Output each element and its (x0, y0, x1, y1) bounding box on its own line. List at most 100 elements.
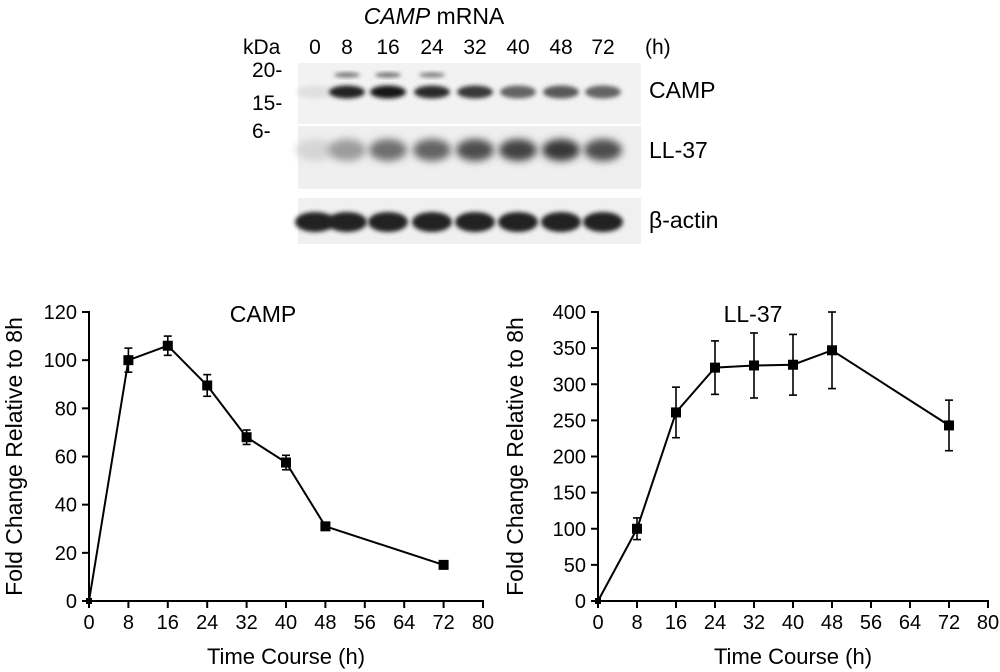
x-tick-label-56: 56 (354, 612, 376, 634)
y-tick-label-100: 100 (553, 519, 586, 541)
lane-label-72: 72 (591, 36, 614, 59)
y-tick-label-350: 350 (553, 338, 586, 360)
x-tick-label-64: 64 (899, 612, 921, 634)
data-point-0h (595, 598, 601, 604)
ll37-band-lane-24 (413, 139, 451, 161)
x-tick-label-24: 24 (196, 612, 218, 634)
ll37-band-lane-0 (296, 139, 334, 161)
ll37-band-lane-72 (584, 139, 622, 161)
x-tick-label-16: 16 (157, 612, 179, 634)
y-tick-label-80: 80 (55, 398, 77, 420)
actin-bands (295, 212, 623, 232)
y-tick-label-0: 0 (575, 591, 586, 613)
x-axis-title: Time Course (h) (207, 644, 365, 669)
camp-band-lane-32 (457, 85, 493, 99)
y-tick-label-300: 300 (553, 374, 586, 396)
camp-bands (297, 72, 621, 99)
marker-label-2: 6- (252, 120, 271, 143)
data-point-8h (632, 523, 642, 534)
y-tick-label-60: 60 (55, 447, 77, 469)
x-tick-label-48: 48 (314, 612, 336, 634)
camp-band-lane-8 (329, 85, 365, 99)
camp-band-lane-16 (370, 85, 406, 99)
data-point-16h (162, 340, 173, 351)
ll37-band-lane-48 (542, 139, 580, 161)
y-axis-title: Fold Change Relative to 8h (1, 317, 27, 596)
marker-labels: 20- 15- 6- (252, 59, 282, 143)
camp-band-lane-48 (543, 85, 579, 99)
y-tick-label-200: 200 (553, 447, 586, 469)
chart-title: LL-37 (724, 301, 783, 327)
time-unit-label: (h) (645, 36, 671, 59)
actin-band-lane-72 (583, 212, 623, 232)
camp-band-lane-0 (297, 85, 333, 99)
ll37-band-lane-8 (328, 139, 366, 161)
y-tick-label-50: 50 (564, 555, 586, 577)
x-tick-label-8: 8 (631, 612, 642, 634)
y-axis-title: Fold Change Relative to 8h (502, 317, 528, 596)
ll37-chart: 0 50 100 150 200 250 300 350 400 0 8 16 24 32 40 48 56 64… (502, 301, 999, 669)
marker-label-0: 20- (252, 59, 282, 82)
x-tick-label-72: 72 (938, 612, 960, 634)
data-point-48h (320, 521, 331, 532)
lane-label-40: 40 (506, 36, 529, 59)
x-axis-title: Time Course (h) (714, 644, 872, 669)
data-point-24h (202, 380, 213, 391)
x-tick-label-40: 40 (275, 612, 297, 634)
x-tick-label-80: 80 (977, 612, 999, 634)
y-tick-label-120: 120 (44, 302, 77, 324)
lane-label-0: 0 (309, 36, 321, 59)
data-point-32h (749, 360, 759, 371)
chart-title: CAMP (230, 301, 296, 327)
actin-band-lane-32 (455, 212, 495, 232)
data-point-0h (86, 598, 92, 604)
lane-labels: 0 8 16 24 32 40 48 72 (309, 36, 615, 59)
x-tick-label-32: 32 (743, 612, 765, 634)
camp-upper-band-lane-24 (419, 72, 445, 78)
camp-band-lane-40 (500, 85, 536, 99)
ll37-band-lane-40 (499, 139, 537, 161)
x-tick-label-0: 0 (592, 612, 603, 634)
data-point-48h (827, 345, 837, 356)
x-tick-label-80: 80 (472, 612, 494, 634)
series-line (88, 344, 444, 602)
data-point-8h (123, 355, 134, 366)
data-point-72h (944, 420, 954, 431)
y-tick-label-150: 150 (553, 483, 586, 505)
y-tick-label-250: 250 (553, 410, 586, 432)
marker-label-1: 15- (252, 92, 282, 115)
x-tick-label-56: 56 (860, 612, 882, 634)
band-label-camp: CAMP (649, 77, 715, 103)
blot-header-gene: CAMP (364, 3, 431, 29)
lane-label-24: 24 (420, 36, 444, 59)
actin-band-lane-48 (541, 212, 581, 232)
x-tick-label-24: 24 (704, 612, 726, 634)
data-point-16h (671, 407, 681, 418)
y-tick-label-0: 0 (66, 591, 77, 613)
lane-label-48: 48 (549, 36, 572, 59)
kda-label: kDa (243, 36, 281, 59)
ll37-bands (296, 139, 622, 161)
actin-band-lane-40 (498, 212, 538, 232)
actin-band-lane-8 (327, 212, 367, 232)
y-tick-label-20: 20 (55, 543, 77, 565)
data-point-40h (788, 359, 798, 370)
x-tick-label-32: 32 (235, 612, 257, 634)
x-tick-label-64: 64 (393, 612, 415, 634)
data-point-72h (438, 559, 449, 570)
camp-mrna-chart: 0 20 40 60 80 100 120 0 8 16 24 32 40 48 56 64 72 80 Time … (1, 301, 494, 669)
blot-header: CAMP mRNA (364, 3, 505, 29)
lane-label-16: 16 (376, 36, 399, 59)
data-point-32h (241, 432, 252, 443)
lane-label-8: 8 (341, 36, 353, 59)
band-label-actin: β-actin (649, 207, 718, 233)
band-label-ll37: LL-37 (649, 137, 708, 163)
actin-band-lane-24 (412, 212, 452, 232)
camp-upper-band-lane-8 (334, 72, 360, 78)
western-blot-panel: CAMP mRNA kDa (h) 0 8 16 24 32 40 48 72 20- 15- 6… (243, 3, 718, 244)
data-point-40h (281, 457, 291, 468)
lane-label-32: 32 (463, 36, 486, 59)
x-tick-label-72: 72 (432, 612, 454, 634)
actin-band-lane-16 (368, 212, 408, 232)
